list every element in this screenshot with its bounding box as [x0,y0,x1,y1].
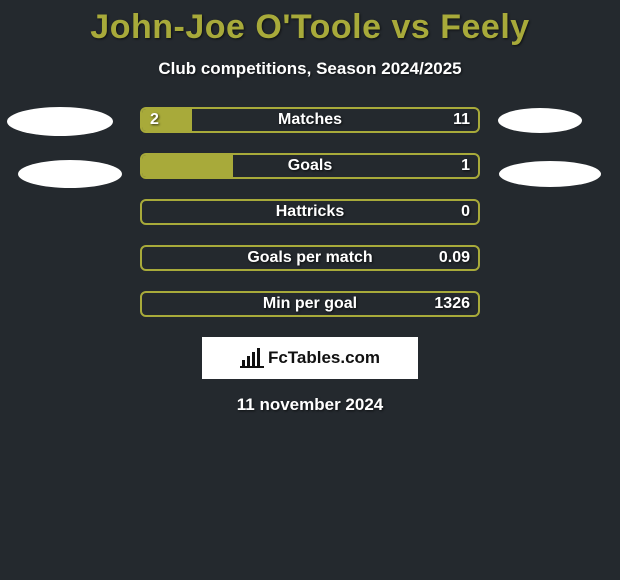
stat-right-value: 1326 [434,293,470,315]
stat-bar-min-per-goal: Min per goal 1326 [140,291,480,317]
player-marker-right-2 [499,161,601,187]
player-marker-left-2 [18,160,122,188]
chart-area: 2 Matches 11 Goals 1 Hattricks 0 Goals p… [0,107,620,317]
stat-label: Matches [142,109,478,131]
player-marker-right-1 [498,108,582,133]
stat-bar-matches: 2 Matches 11 [140,107,480,133]
stat-label: Hattricks [142,201,478,223]
player-marker-left-1 [7,107,113,136]
stat-bar-goals-per-match: Goals per match 0.09 [140,245,480,271]
page-title: John-Joe O'Toole vs Feely [0,0,620,47]
bar-chart-icon [240,348,264,368]
stat-bar-goals: Goals 1 [140,153,480,179]
stat-right-value: 0.09 [439,247,470,269]
stat-right-value: 11 [453,109,470,131]
stat-bar-fill [142,155,233,177]
brand-text: FcTables.com [268,348,380,368]
comparison-card: John-Joe O'Toole vs Feely Club competiti… [0,0,620,580]
stat-right-value: 0 [461,201,470,223]
stat-left-value: 2 [150,109,159,131]
date-label: 11 november 2024 [0,395,620,415]
stat-right-value: 1 [461,155,470,177]
stat-label: Min per goal [142,293,478,315]
stat-bars: 2 Matches 11 Goals 1 Hattricks 0 Goals p… [0,107,620,317]
brand-badge: FcTables.com [202,337,418,379]
stat-bar-hattricks: Hattricks 0 [140,199,480,225]
page-subtitle: Club competitions, Season 2024/2025 [0,59,620,79]
stat-label: Goals per match [142,247,478,269]
